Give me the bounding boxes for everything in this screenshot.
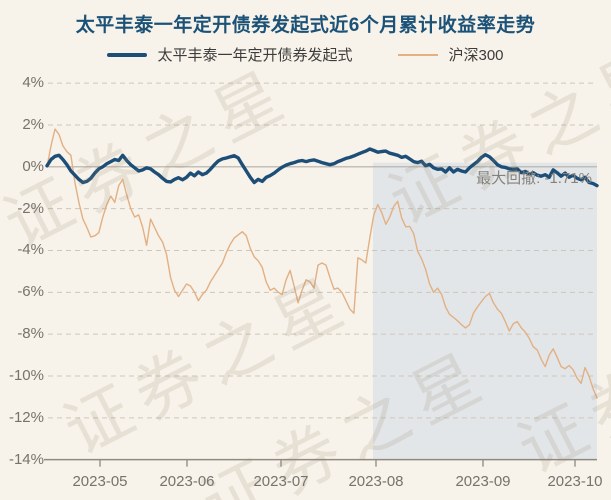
index-line	[46, 128, 598, 399]
chart-title: 太平丰泰一年定开债券发起式近6个月累计收益率走势	[75, 15, 536, 36]
legend-fund-label: 太平丰泰一年定开债券发起式	[157, 47, 353, 64]
legend-item-fund: 太平丰泰一年定开债券发起式	[107, 44, 352, 65]
chart-legend: 太平丰泰一年定开债券发起式 沪深300	[0, 44, 611, 65]
fund-line	[45, 147, 599, 188]
legend-item-index: 沪深300	[398, 44, 504, 65]
index-line-swatch	[398, 53, 439, 56]
fund-line-swatch	[107, 52, 148, 57]
legend-index-label: 沪深300	[448, 47, 504, 64]
max-drawdown-annotation: 最大回撤: -1.71%	[476, 170, 592, 187]
drawdown-region	[373, 162, 597, 460]
